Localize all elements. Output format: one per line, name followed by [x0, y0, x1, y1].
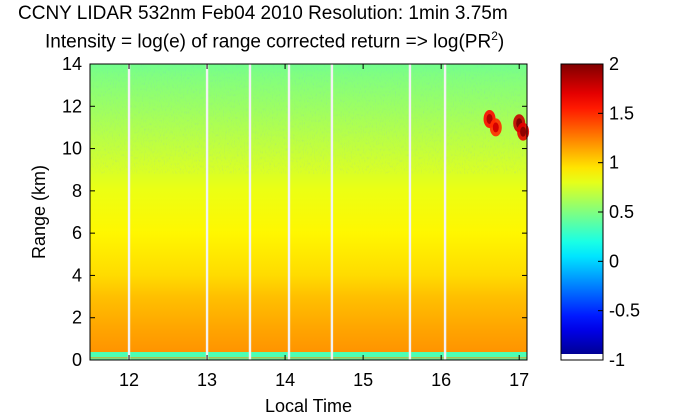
y-tick-label: 10: [62, 139, 82, 159]
colorbar-tick-label: -1: [609, 350, 625, 370]
data-gap-line: [127, 64, 131, 360]
subtitle-superscript: 2: [491, 29, 498, 43]
near-range-band: [90, 352, 527, 357]
heatmap-area: [90, 64, 530, 360]
y-tick-label: 6: [72, 223, 82, 243]
subtitle-end: ): [497, 31, 505, 53]
data-gap-line: [443, 64, 447, 360]
x-axis-label: Local Time: [265, 396, 352, 416]
chart-subtitle: Intensity = log(e) of range corrected re…: [45, 29, 700, 53]
colorbar-tick-label: 2: [609, 54, 619, 74]
data-gap-line: [287, 64, 291, 360]
y-tick-label: 8: [72, 181, 82, 201]
y-tick-label: 12: [62, 96, 82, 116]
cloud-feature-core: [492, 122, 499, 133]
colorbar-tick-label: 0: [609, 251, 619, 271]
data-gap-line: [330, 64, 334, 360]
subtitle-text: Intensity = log(e) of range corrected re…: [45, 31, 492, 53]
data-gap-line: [205, 64, 209, 360]
x-tick-label: 12: [119, 370, 139, 390]
chart-title: CCNY LIDAR 532nm Feb04 2010 Resolution: …: [18, 3, 508, 24]
y-tick-label: 0: [72, 350, 82, 370]
x-tick-label: 17: [509, 370, 529, 390]
y-tick-label: 2: [72, 308, 82, 328]
heatmap-noise-upper: [90, 64, 527, 174]
data-gap-line: [248, 64, 252, 360]
colorbar-bottom-band: [561, 354, 603, 360]
colorbar-tick-label: 0.5: [609, 202, 634, 222]
y-axis-label: Range (km): [29, 165, 49, 259]
plot-frame: [89, 63, 528, 361]
x-tick-label: 14: [275, 370, 295, 390]
x-tick-label: 15: [353, 370, 373, 390]
axes: 12 13 14 15 16 17 0 2 4 6 8 10 12 14: [62, 54, 529, 390]
y-tick-label: 14: [62, 54, 82, 74]
x-tick-label: 13: [197, 370, 217, 390]
x-tick-label: 16: [431, 370, 451, 390]
colorbar-fill: [561, 64, 603, 360]
data-gap-line: [408, 64, 412, 360]
cloud-feature-core: [486, 113, 493, 124]
y-tick-label: 4: [72, 265, 82, 285]
colorbar: -1 -0.5 0 0.5 1 1.5 2: [560, 54, 640, 370]
colorbar-tick-label: -0.5: [609, 301, 640, 321]
cloud-feature-core: [520, 126, 527, 137]
colorbar-tick-label: 1: [609, 153, 619, 173]
colorbar-tick-label: 1.5: [609, 103, 634, 123]
